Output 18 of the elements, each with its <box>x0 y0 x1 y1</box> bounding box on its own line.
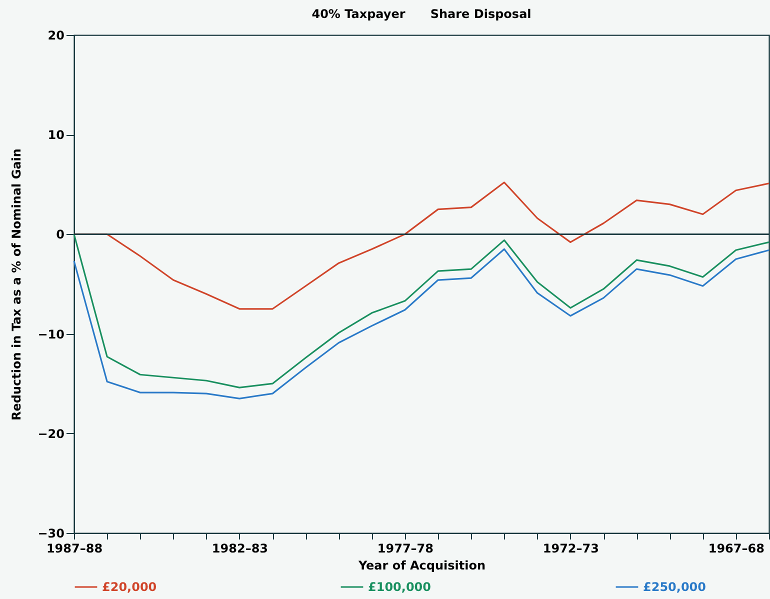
chart-title: 40% Taxpayer Share Disposal <box>312 7 532 21</box>
y-tick-label: 20 <box>48 28 64 42</box>
x-tick-label: 1972–73 <box>542 542 599 556</box>
x-tick-label: 1977–78 <box>377 542 434 556</box>
y-tick-label: 10 <box>48 128 64 142</box>
x-axis-title: Year of Acquisition <box>357 558 486 572</box>
x-tick-label: 1982–83 <box>212 542 268 556</box>
legend-label: £20,000 <box>102 580 157 594</box>
y-tick-label: −10 <box>38 327 64 342</box>
y-tick-label: −20 <box>38 426 64 441</box>
legend-label: £100,000 <box>368 580 432 594</box>
y-axis-title: Reduction in Tax as a % of Nominal Gain <box>10 148 24 420</box>
line-series <box>73 248 770 400</box>
y-tick-label: 0 <box>56 228 64 242</box>
y-tick-label: −30 <box>38 526 64 540</box>
x-tick-label: 1987–88 <box>46 542 103 556</box>
x-tick-label: 1967–68 <box>708 542 764 556</box>
legend-label: £250,000 <box>643 580 706 594</box>
